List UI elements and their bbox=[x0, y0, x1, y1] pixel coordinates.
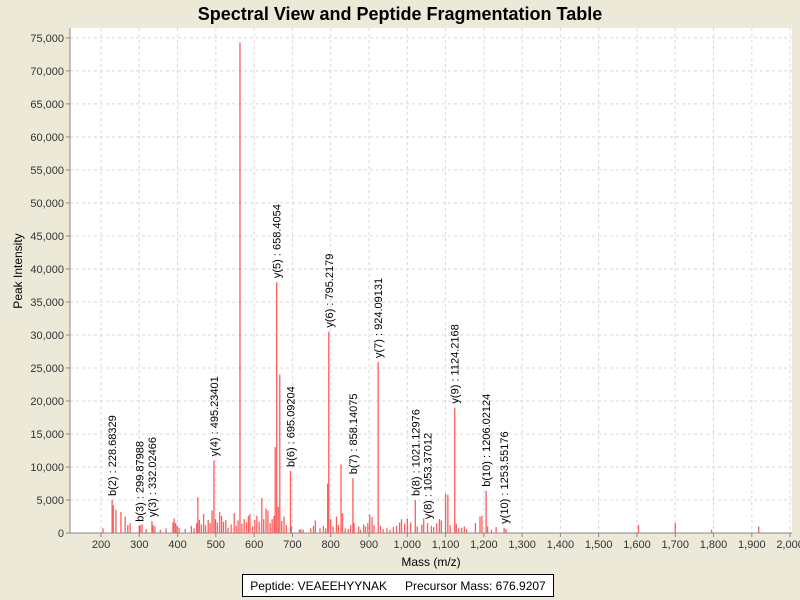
y-tick-label: 0 bbox=[58, 528, 64, 540]
x-tick-label: 600 bbox=[245, 539, 263, 551]
legend-precursor-mass: Precursor Mass: 676.9207 bbox=[404, 578, 546, 593]
x-tick-label: 800 bbox=[322, 539, 340, 551]
y-tick-label: 65,000 bbox=[30, 99, 64, 111]
x-tick-label: 700 bbox=[283, 539, 301, 551]
gridlines bbox=[70, 28, 792, 533]
fragment-annotation: b(8) : 1021.12976 bbox=[410, 409, 422, 496]
x-tick-label: 1,400 bbox=[547, 539, 575, 551]
y-tick-label: 10,000 bbox=[30, 462, 64, 474]
x-tick-label: 1,600 bbox=[623, 539, 651, 551]
fragment-annotation: y(8) : 1053.37012 bbox=[423, 433, 435, 519]
y-tick-label: 25,000 bbox=[30, 363, 64, 375]
x-tick-label: 1,700 bbox=[661, 539, 689, 551]
x-tick-label: 1,100 bbox=[432, 539, 460, 551]
fragment-annotation: y(9) : 1124.2168 bbox=[450, 324, 462, 403]
legend-peptide: Peptide: VEAEEHYYNAK bbox=[250, 578, 387, 593]
x-axis-label: Mass (m/z) bbox=[401, 555, 460, 569]
fragment-annotation: y(4) : 495.23401 bbox=[209, 376, 221, 456]
x-tick-label: 1,300 bbox=[508, 539, 536, 551]
fragment-annotation: y(10) : 1253.55176 bbox=[499, 431, 511, 523]
x-tick-label: 1,500 bbox=[585, 539, 613, 551]
y-tick-label: 45,000 bbox=[30, 231, 64, 243]
y-tick-label: 5,000 bbox=[36, 495, 64, 507]
fragment-annotation: b(6) : 695.09204 bbox=[286, 386, 298, 467]
x-tick-label: 200 bbox=[92, 539, 110, 551]
y-tick-label: 60,000 bbox=[30, 132, 64, 144]
fragment-annotation: b(2) : 228.68329 bbox=[107, 415, 119, 496]
y-tick-label: 40,000 bbox=[30, 264, 64, 276]
y-axis-label: Peak Intensity bbox=[11, 233, 25, 308]
x-tick-label: 1,800 bbox=[700, 539, 728, 551]
fragment-annotation: y(6) : 795.2179 bbox=[324, 254, 336, 328]
y-tick-label: 15,000 bbox=[30, 429, 64, 441]
fragment-annotation: y(3) : 332.02466 bbox=[147, 437, 159, 517]
y-tick-label: 75,000 bbox=[30, 33, 64, 45]
y-tick-label: 20,000 bbox=[30, 396, 64, 408]
x-tick-label: 1,000 bbox=[393, 539, 421, 551]
fragment-annotation: b(10) : 1206.02124 bbox=[481, 394, 493, 487]
x-tick-label: 1,900 bbox=[738, 539, 766, 551]
plot-area bbox=[70, 28, 792, 533]
x-tick-label: 900 bbox=[360, 539, 378, 551]
y-tick-label: 50,000 bbox=[30, 198, 64, 210]
annotations: b(2) : 228.68329 b(3) : 299.87988 y(3) : 3… bbox=[107, 204, 511, 524]
y-tick-label: 30,000 bbox=[30, 330, 64, 342]
y-tick-label: 70,000 bbox=[30, 66, 64, 78]
chart-title: Spectral View and Peptide Fragmentation … bbox=[198, 4, 602, 24]
y-tick-label: 35,000 bbox=[30, 297, 64, 309]
fragment-annotation: y(7) : 924.09131 bbox=[373, 278, 385, 358]
fragment-annotation: b(7) : 858.14075 bbox=[348, 393, 360, 474]
x-tick-label: 500 bbox=[207, 539, 225, 551]
x-tick-label: 1,200 bbox=[470, 539, 498, 551]
axes: 200 300 400 500 600 700 800 900 1,000 1,100 1,200 1… bbox=[30, 28, 800, 551]
y-tick-label: 55,000 bbox=[30, 165, 64, 177]
fragment-annotation: y(5) : 658.4054 bbox=[272, 204, 284, 278]
x-tick-label: 400 bbox=[168, 539, 186, 551]
x-tick-label: 300 bbox=[130, 539, 148, 551]
peaks bbox=[102, 42, 760, 533]
fragment-annotation: b(3) : 299.87988 bbox=[134, 441, 146, 522]
x-tick-label: 2,000 bbox=[776, 539, 800, 551]
legend-box: Peptide: VEAEEHYYNAK Precursor Mass: 676… bbox=[242, 574, 554, 597]
